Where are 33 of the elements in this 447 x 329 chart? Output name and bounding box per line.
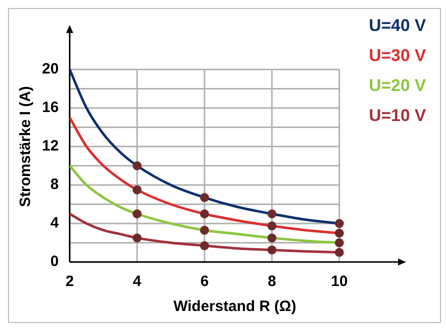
y-tick-label: 0	[50, 253, 59, 270]
x-tick-label: 4	[132, 273, 142, 290]
point	[267, 221, 276, 230]
y-tick-label: 8	[50, 176, 59, 194]
x-tick-label: 10	[330, 273, 348, 290]
text: U=30 V	[368, 45, 426, 66]
point	[267, 233, 276, 242]
text: U=40 V	[368, 15, 426, 36]
x-axis-title: Widerstand R (Ω)	[173, 298, 296, 316]
point	[334, 238, 344, 248]
y-tick-label: 20	[42, 60, 59, 78]
y-tick-label: 4	[50, 214, 60, 232]
text: U=10 V	[368, 105, 426, 126]
point	[334, 248, 344, 257]
y-axis-title: Stromstärke I (A)	[17, 86, 34, 207]
point	[132, 161, 142, 170]
point	[267, 245, 276, 254]
point	[267, 209, 276, 218]
point	[200, 226, 210, 235]
x-tick-label: 8	[268, 273, 276, 290]
text: U=20 V	[368, 75, 426, 96]
point	[200, 193, 210, 202]
y-tick-label: 16	[42, 99, 59, 116]
x-tick-label: 2	[66, 273, 74, 290]
point	[132, 185, 142, 194]
point	[132, 233, 142, 242]
point	[200, 209, 210, 218]
point	[334, 228, 344, 238]
y-tick-label: 12	[42, 138, 59, 155]
x-tick-label: 6	[200, 273, 209, 290]
point	[334, 219, 344, 228]
point	[132, 209, 142, 218]
point	[200, 241, 210, 250]
